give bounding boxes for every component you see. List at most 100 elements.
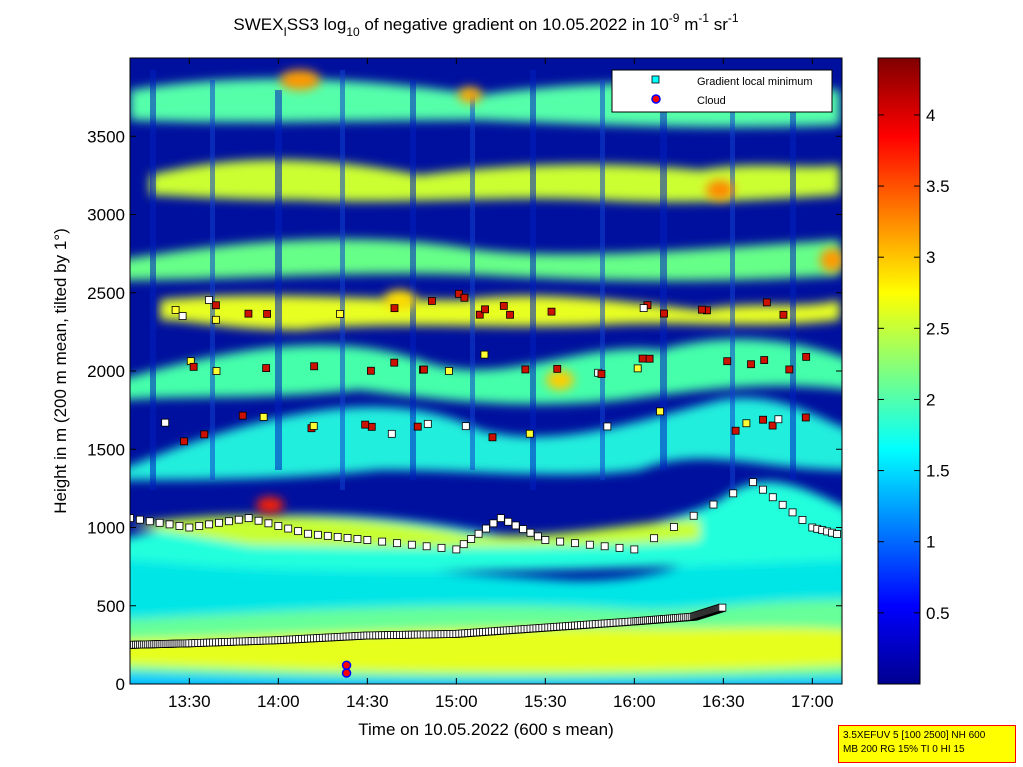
gradient-minimum-marker	[263, 309, 271, 318]
gradient-minimum-marker	[597, 370, 606, 378]
gradient-minimum-marker	[205, 520, 214, 529]
gradient-minimum-marker	[553, 364, 562, 373]
gradient-minimum-marker	[264, 519, 273, 528]
gradient-minimum-marker	[689, 511, 698, 520]
layer-3200m	[150, 159, 840, 203]
gradient-minimum-marker	[413, 422, 422, 431]
y-tick-label: 2000	[87, 362, 125, 381]
gradient-minimum-marker	[343, 534, 352, 542]
gradient-minimum-marker	[779, 310, 788, 319]
gradient-minimum-marker	[638, 354, 647, 363]
gradient-minimum-marker	[656, 407, 664, 416]
gradient-minimum-marker	[467, 535, 476, 543]
colorbar-tick-label: 2	[926, 390, 935, 409]
gradient-minimum-marker	[313, 530, 322, 539]
colorbar-tick-label: 0.5	[926, 604, 950, 623]
gradient-minimum-marker	[234, 515, 243, 524]
x-tick-label: 15:30	[524, 692, 567, 711]
x-tick-label: 14:30	[346, 692, 389, 711]
colorbar-frame	[877, 57, 921, 685]
gradient-minimum-marker	[323, 531, 332, 540]
gradient-minimum-marker	[718, 603, 727, 612]
colorbar-tick-label: 3.5	[926, 177, 950, 196]
gradient-minimum-marker	[526, 528, 535, 537]
gradient-minimum-marker	[367, 422, 376, 431]
x-tick-label: 15:00	[435, 692, 478, 711]
gradient-minimum-marker	[489, 519, 498, 528]
gradient-minimum-marker	[244, 514, 253, 523]
gradient-minimum-marker	[390, 304, 399, 313]
gradient-minimum-marker	[615, 543, 624, 552]
gradient-minimum-marker	[407, 540, 416, 549]
colorbar-ticks: 0.5 1 1.5 2 2.5 3 3.5 4	[878, 106, 950, 623]
gradient-minimum-marker	[504, 517, 513, 526]
gradient-minimum-marker	[731, 426, 740, 435]
gradient-minimum-marker	[224, 517, 233, 526]
gradient-minimum-marker	[155, 518, 164, 527]
legend: Gradient local minimum Cloud	[611, 69, 833, 113]
gradient-minimum-marker	[785, 365, 794, 374]
gradient-minimum-marker	[801, 413, 810, 422]
gradient-minimum-marker	[600, 542, 609, 551]
gradient-minimum-marker	[461, 422, 470, 431]
gradient-minimum-marker	[639, 304, 648, 312]
gradient-minimum-marker	[541, 536, 550, 544]
legend-marker-cloud	[651, 94, 661, 104]
gradient-minimum-marker	[788, 508, 797, 517]
gradient-minimum-marker	[660, 309, 668, 318]
gradient-minimum-marker	[768, 493, 777, 502]
gradient-minimum-marker	[475, 310, 484, 319]
x-axis-label: Time on 10.05.2022 (600 s mean)	[358, 720, 613, 739]
colorbar-tick-label: 1	[926, 533, 935, 552]
gradient-minimum-marker	[499, 302, 508, 310]
gradient-minimum-marker	[459, 540, 468, 549]
layer-1000m	[130, 481, 842, 572]
gradient-minimum-marker	[519, 525, 527, 533]
gradient-minimum-marker	[802, 352, 811, 361]
gradient-minimum-marker	[768, 421, 777, 430]
gradient-minimum-marker	[387, 429, 396, 438]
gradient-minimum-marker	[274, 522, 283, 530]
gradient-minimum-marker	[393, 539, 401, 548]
gradient-minimum-marker	[633, 364, 642, 373]
gradient-minimum-marker	[630, 545, 639, 554]
gradient-minimum-marker	[833, 530, 841, 538]
gradient-minimum-marker	[212, 301, 220, 310]
x-axis: 13:30 14:00 14:30 15:00 15:30 16:00 16:30 17:00	[168, 58, 834, 711]
gradient-minimum-marker	[760, 356, 769, 364]
heatmap	[130, 58, 842, 684]
gradient-minimum-markers	[130, 478, 841, 649]
colorbar-tick-label: 3	[926, 248, 935, 267]
colorbar-gradient	[878, 58, 920, 684]
gradient-minimum-marker	[460, 293, 469, 302]
colorbar-tick-label: 2.5	[926, 319, 950, 338]
gradient-minimum-marker	[135, 515, 144, 524]
gradient-minimum-marker	[185, 523, 194, 532]
gradient-minimum-marker	[534, 532, 542, 541]
y-axis: 0 500 1000 1500 2000 2500 3000 3500	[87, 127, 842, 694]
info-line-1: 3.5XEFUV 5 [100 2500] NH 600	[843, 730, 986, 741]
y-tick-label: 1500	[87, 440, 125, 459]
gradient-minimum-marker	[195, 522, 204, 530]
x-tick-label: 17:00	[791, 692, 834, 711]
gradient-minimum-marker	[212, 367, 221, 375]
gradient-minimum-marker	[254, 516, 263, 525]
gradient-minimum-marker	[390, 358, 399, 367]
legend-label-gradient-minimum: Gradient local minimum	[697, 76, 813, 88]
gradient-minimum-marker	[650, 534, 659, 543]
gradient-minimum-marker	[215, 518, 223, 527]
gradient-minimum-marker	[205, 296, 213, 304]
gradient-minimum-marker	[496, 514, 505, 523]
gradient-minimum-marker	[742, 419, 751, 428]
gradient-minimum-marker	[759, 415, 767, 424]
gradient-minimum-marker	[481, 305, 489, 314]
gradient-minimum-marker	[336, 310, 344, 318]
gradient-minimum-marker	[474, 529, 483, 538]
info-line-2: MB 200 RG 15% TI 0 HI 15	[843, 744, 965, 755]
gradient-minimum-marker	[200, 430, 209, 439]
gradient-minimum-marker	[238, 411, 247, 420]
gradient-minimum-marker	[304, 529, 312, 538]
y-tick-label: 1000	[87, 519, 125, 538]
gradient-minimum-marker	[333, 532, 342, 541]
gradient-minimum-marker	[353, 535, 362, 543]
